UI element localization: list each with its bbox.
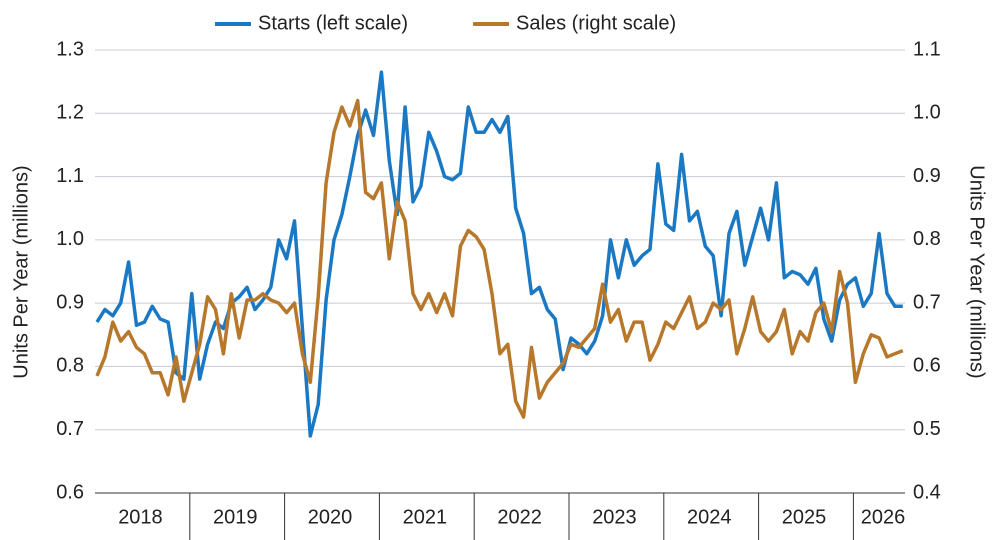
- y2-tick-label: 0.9: [913, 165, 941, 187]
- y2-axis-title: Units Per Year (millions): [966, 165, 988, 378]
- series-line: [95, 98, 904, 419]
- x-tick-label: 2018: [118, 506, 163, 528]
- y-tick-label: 0.9: [56, 291, 84, 313]
- x-tick-label: 2022: [497, 506, 542, 528]
- y2-tick-label: 0.7: [913, 291, 941, 313]
- y2-tick-label: 0.4: [913, 481, 941, 503]
- x-tick-label: 2021: [403, 506, 448, 528]
- x-tick-label: 2020: [308, 506, 353, 528]
- y-tick-label: 1.3: [56, 38, 84, 60]
- legend-label: Starts (left scale): [258, 12, 408, 34]
- y2-tick-label: 1.1: [913, 38, 941, 60]
- series-line: [95, 70, 903, 438]
- y-axis-title: Units Per Year (millions): [10, 165, 32, 378]
- y-tick-label: 0.6: [56, 481, 84, 503]
- x-tick-label: 2023: [592, 506, 637, 528]
- y-tick-label: 0.8: [56, 355, 84, 377]
- y2-tick-label: 0.6: [913, 355, 941, 377]
- y2-tick-label: 1.0: [913, 102, 941, 124]
- x-tick-label: 2024: [687, 506, 732, 528]
- y2-tick-label: 0.8: [913, 228, 941, 250]
- y-tick-label: 1.0: [56, 228, 84, 250]
- legend-label: Sales (right scale): [516, 12, 676, 34]
- y-tick-label: 1.1: [56, 165, 84, 187]
- x-tick-label: 2019: [213, 506, 258, 528]
- y-tick-label: 1.2: [56, 102, 84, 124]
- y2-tick-label: 0.5: [913, 418, 941, 440]
- x-tick-label: 2026: [861, 506, 906, 528]
- y-tick-label: 0.7: [56, 418, 84, 440]
- x-tick-label: 2025: [782, 506, 827, 528]
